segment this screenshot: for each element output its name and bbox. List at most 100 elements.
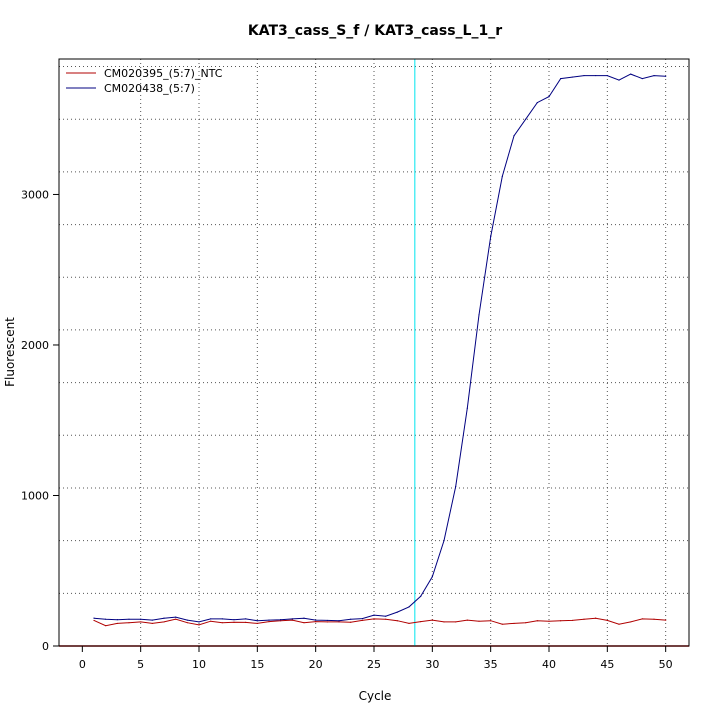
data-point — [93, 620, 94, 621]
data-point — [653, 75, 654, 76]
data-point — [455, 621, 456, 622]
data-point — [525, 622, 526, 623]
data-point — [303, 618, 304, 619]
data-point — [152, 620, 153, 621]
x-tick-label: 15 — [250, 658, 264, 671]
data-point — [373, 615, 374, 616]
data-point — [630, 621, 631, 622]
y-axis-label: Fluorescent — [3, 317, 17, 387]
data-point — [630, 73, 631, 74]
data-point — [525, 119, 526, 120]
data-point — [408, 606, 409, 607]
data-point — [315, 620, 316, 621]
data-point — [420, 596, 421, 597]
data-point — [397, 620, 398, 621]
data-point — [327, 620, 328, 621]
data-point — [280, 619, 281, 620]
data-point — [513, 135, 514, 136]
data-point — [128, 619, 129, 620]
data-point — [152, 623, 153, 624]
x-tick-label: 45 — [600, 658, 614, 671]
x-tick-label: 35 — [484, 658, 498, 671]
data-point — [665, 620, 666, 621]
data-point — [245, 622, 246, 623]
data-point — [257, 623, 258, 624]
x-tick-label: 5 — [137, 658, 144, 671]
data-point — [467, 620, 468, 621]
x-axis-label: Cycle — [359, 689, 392, 703]
data-point — [292, 618, 293, 619]
data-point — [583, 619, 584, 620]
data-point — [642, 78, 643, 79]
x-tick-label: 30 — [425, 658, 439, 671]
data-point — [128, 622, 129, 623]
data-point — [187, 622, 188, 623]
data-point — [560, 620, 561, 621]
data-point — [233, 622, 234, 623]
data-point — [198, 621, 199, 622]
data-point — [175, 617, 176, 618]
y-tick-label: 0 — [42, 640, 49, 653]
data-point — [432, 576, 433, 577]
data-point — [222, 622, 223, 623]
x-tick-label: 40 — [542, 658, 556, 671]
data-point — [665, 76, 666, 77]
data-point — [338, 620, 339, 621]
chart-title: KAT3_cass_S_f / KAT3_cass_L_1_r — [248, 23, 502, 39]
data-point — [455, 486, 456, 487]
data-point — [268, 621, 269, 622]
data-point — [187, 620, 188, 621]
data-point — [443, 540, 444, 541]
data-point — [478, 314, 479, 315]
data-point — [595, 618, 596, 619]
data-point — [105, 625, 106, 626]
data-point — [350, 619, 351, 620]
data-point — [537, 102, 538, 103]
data-point — [502, 624, 503, 625]
data-point — [490, 236, 491, 237]
data-point — [478, 621, 479, 622]
data-point — [362, 620, 363, 621]
data-point — [618, 624, 619, 625]
data-point — [373, 618, 374, 619]
data-point — [163, 621, 164, 622]
data-point — [490, 620, 491, 621]
data-point — [338, 621, 339, 622]
legend-label: CM020395_(5:7)_NTC — [104, 67, 223, 80]
y-tick-label: 1000 — [21, 489, 49, 502]
x-tick-label: 50 — [659, 658, 673, 671]
data-point — [607, 620, 608, 621]
x-tick-label: 25 — [367, 658, 381, 671]
data-point — [595, 75, 596, 76]
data-point — [385, 619, 386, 620]
data-point — [292, 620, 293, 621]
y-tick-label: 3000 — [21, 188, 49, 201]
data-point — [210, 618, 211, 619]
data-point — [140, 619, 141, 620]
data-point — [93, 618, 94, 619]
data-point — [350, 622, 351, 623]
data-point — [583, 75, 584, 76]
data-point — [117, 623, 118, 624]
data-point — [198, 624, 199, 625]
data-point — [327, 621, 328, 622]
legend-label: CM020438_(5:7) — [104, 82, 195, 95]
data-point — [315, 621, 316, 622]
y-tick-label: 2000 — [21, 339, 49, 352]
data-point — [572, 620, 573, 621]
data-point — [502, 176, 503, 177]
data-point — [560, 78, 561, 79]
data-point — [163, 618, 164, 619]
data-point — [572, 76, 573, 77]
data-point — [443, 621, 444, 622]
data-point — [618, 79, 619, 80]
data-point — [140, 621, 141, 622]
data-point — [548, 621, 549, 622]
data-point — [408, 623, 409, 624]
data-point — [303, 622, 304, 623]
data-point — [397, 612, 398, 613]
data-point — [105, 619, 106, 620]
data-point — [607, 75, 608, 76]
data-point — [268, 620, 269, 621]
